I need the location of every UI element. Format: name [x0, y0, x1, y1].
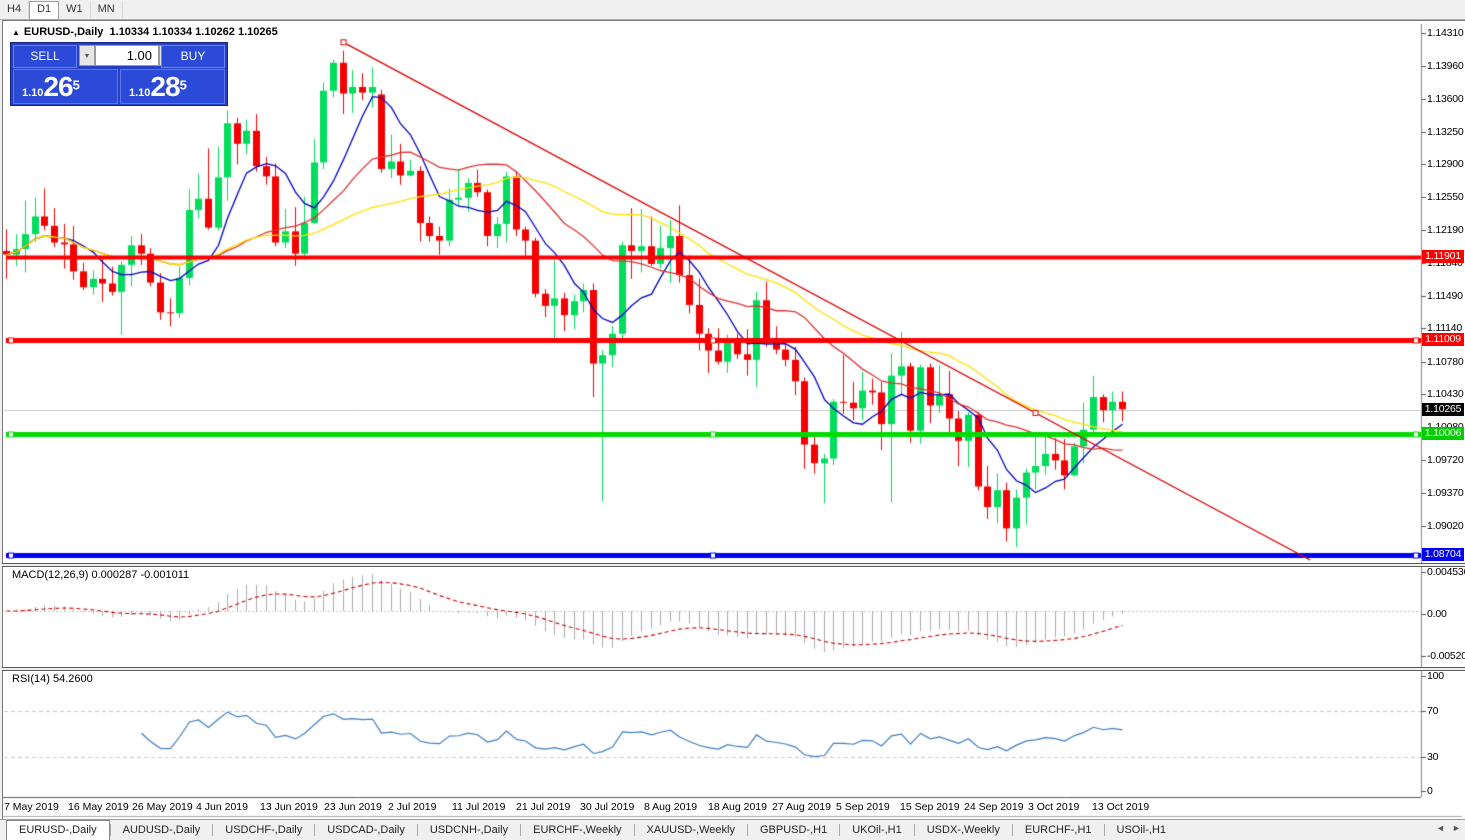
price-tick: 1.09020 — [1427, 519, 1464, 532]
sell-button[interactable]: SELL — [13, 45, 77, 68]
date-label: 13 Oct 2019 — [1092, 801, 1150, 813]
chart-symbol-period: EURUSD-,Daily — [23, 26, 104, 38]
macd-value: 0.000287 — [91, 569, 138, 581]
price-tick: 1.12190 — [1427, 224, 1464, 237]
date-label: 27 Aug 2019 — [772, 801, 831, 813]
price-label-1.11009: 1.11009 — [1422, 333, 1464, 347]
price-label-1.10265: 1.10265 — [1422, 402, 1464, 416]
tabs-scroll-left-icon[interactable]: ◄ — [1436, 823, 1445, 833]
tab-ukoil-h1[interactable]: UKOil-,H1 — [852, 824, 902, 836]
tab-separator — [109, 824, 111, 836]
tab-separator — [913, 824, 915, 836]
price-tick: 1.09720 — [1427, 454, 1464, 467]
rsi-axis-tick: 70 — [1427, 704, 1439, 717]
tab-usdchf-daily[interactable]: USDCHF-,Daily — [225, 824, 303, 836]
tab-separator — [212, 824, 214, 836]
tab-eurchf-h1[interactable]: EURCHF-,H1 — [1024, 824, 1092, 836]
buy-price-big: 28 — [150, 71, 180, 102]
tab-audusd-daily[interactable]: AUDUSD-,Daily — [122, 824, 201, 836]
date-label: 13 Jun 2019 — [260, 801, 318, 813]
sell-price-quote[interactable]: 1.10265 — [13, 69, 118, 104]
date-label: 2 Jul 2019 — [388, 801, 437, 813]
buy-button[interactable]: BUY — [161, 45, 225, 68]
tab-separator — [839, 824, 841, 836]
price-tick: 1.12550 — [1427, 190, 1464, 203]
date-label: 4 Jun 2019 — [196, 801, 248, 813]
tab-xauusd-weekly[interactable]: XAUUSD-,Weekly — [646, 824, 735, 836]
rsi-axis-tick: 100 — [1427, 670, 1444, 682]
price-tick: 1.10430 — [1427, 388, 1464, 401]
macd-rsi-pane-divider[interactable] — [2, 667, 1465, 671]
date-label: 24 Sep 2019 — [964, 801, 1024, 813]
date-label: 15 Sep 2019 — [900, 801, 960, 813]
tab-separator — [1011, 824, 1013, 836]
sell-price-sup: 5 — [72, 77, 80, 93]
price-tick: 1.10780 — [1427, 355, 1464, 368]
date-label: 21 Jul 2019 — [516, 801, 571, 813]
price-label-1.08704: 1.08704 — [1422, 548, 1464, 562]
price-label-1.11901: 1.11901 — [1422, 250, 1464, 264]
price-label-1.10006: 1.10006 — [1422, 426, 1464, 440]
tab-separator — [1103, 824, 1105, 836]
rsi-value: 54.2600 — [52, 673, 93, 685]
macd-axis-tick: -0.005205 — [1427, 650, 1465, 662]
rsi-axis-tick: 30 — [1427, 750, 1439, 763]
tab-eurusd-daily[interactable]: EURUSD-,Daily — [6, 820, 110, 840]
chart-title: ▲ EURUSD-,Daily 1.10334 1.10334 1.10262 1… — [12, 26, 278, 38]
sell-price-prefix: 1.10 — [22, 87, 44, 99]
tab-separator — [314, 824, 316, 836]
tab-separator — [746, 824, 748, 836]
tab-usoil-h1[interactable]: USOil-,H1 — [1116, 824, 1167, 836]
volume-decrease-icon[interactable]: ▼ — [79, 45, 95, 66]
date-label: 8 Aug 2019 — [644, 801, 698, 813]
price-tick: 1.11140 — [1427, 322, 1462, 335]
date-label: 3 Oct 2019 — [1028, 801, 1080, 813]
date-label: 11 Jul 2019 — [452, 801, 506, 813]
collapse-arrow-icon[interactable]: ▲ — [12, 28, 20, 37]
date-label: 30 Jul 2019 — [580, 801, 635, 813]
macd-label: MACD(12,26,9) 0.000287 -0.001011 — [12, 569, 190, 581]
buy-price-quote[interactable]: 1.10285 — [120, 69, 225, 104]
date-label: 5 Sep 2019 — [836, 801, 890, 813]
macd-signal-value: -0.001011 — [140, 569, 190, 581]
tabs-scroll-right-icon[interactable]: ► — [1452, 823, 1461, 833]
sell-price-big: 26 — [43, 71, 73, 102]
date-label: 26 May 2019 — [132, 801, 193, 813]
tab-eurchf-weekly[interactable]: EURCHF-,Weekly — [533, 824, 622, 836]
date-label: 16 May 2019 — [68, 801, 129, 813]
buy-price-sup: 5 — [179, 77, 187, 93]
buy-price-prefix: 1.10 — [129, 87, 151, 99]
date-label: 7 May 2019 — [4, 801, 59, 813]
price-tick: 1.09370 — [1427, 487, 1464, 499]
tab-separator — [520, 824, 522, 836]
price-tick: 1.13250 — [1427, 125, 1464, 138]
tab-separator — [416, 824, 418, 836]
date-label: 18 Aug 2019 — [708, 801, 767, 813]
one-click-trade-panel: SELL ▼ 1.00 ▲ BUY 1.10265 1.10285 — [10, 42, 228, 106]
rsi-label: RSI(14) 54.2600 — [12, 673, 93, 685]
price-tick: 1.12900 — [1427, 158, 1464, 171]
tab-usdx-weekly[interactable]: USDX-,Weekly — [926, 824, 1000, 836]
tab-separator — [633, 824, 635, 836]
rsi-axis-tick: 0 — [1427, 785, 1433, 797]
price-tick: 1.13960 — [1427, 59, 1464, 72]
tab-usdcad-daily[interactable]: USDCAD-,Daily — [327, 824, 405, 836]
price-tick: 1.11490 — [1427, 289, 1463, 302]
macd-axis-tick: 0.004536 — [1427, 566, 1465, 578]
chart-ohlc: 1.10334 1.10334 1.10262 1.10265 — [109, 26, 278, 38]
date-label: 23 Jun 2019 — [324, 801, 382, 813]
tab-gbpusd-h1[interactable]: GBPUSD-,H1 — [759, 824, 828, 836]
tab-usdcnh-daily[interactable]: USDCNH-,Daily — [429, 824, 509, 836]
volume-input[interactable]: 1.00 — [95, 45, 159, 66]
price-tick: 1.14310 — [1427, 27, 1464, 39]
price-tick: 1.13600 — [1427, 93, 1464, 106]
macd-axis-tick: 0.00 — [1427, 608, 1447, 620]
symbol-tab-bar: EURUSD-,Daily AUDUSD-,Daily USDCHF-,Daily U… — [0, 819, 1465, 840]
main-macd-pane-divider[interactable] — [2, 563, 1465, 567]
